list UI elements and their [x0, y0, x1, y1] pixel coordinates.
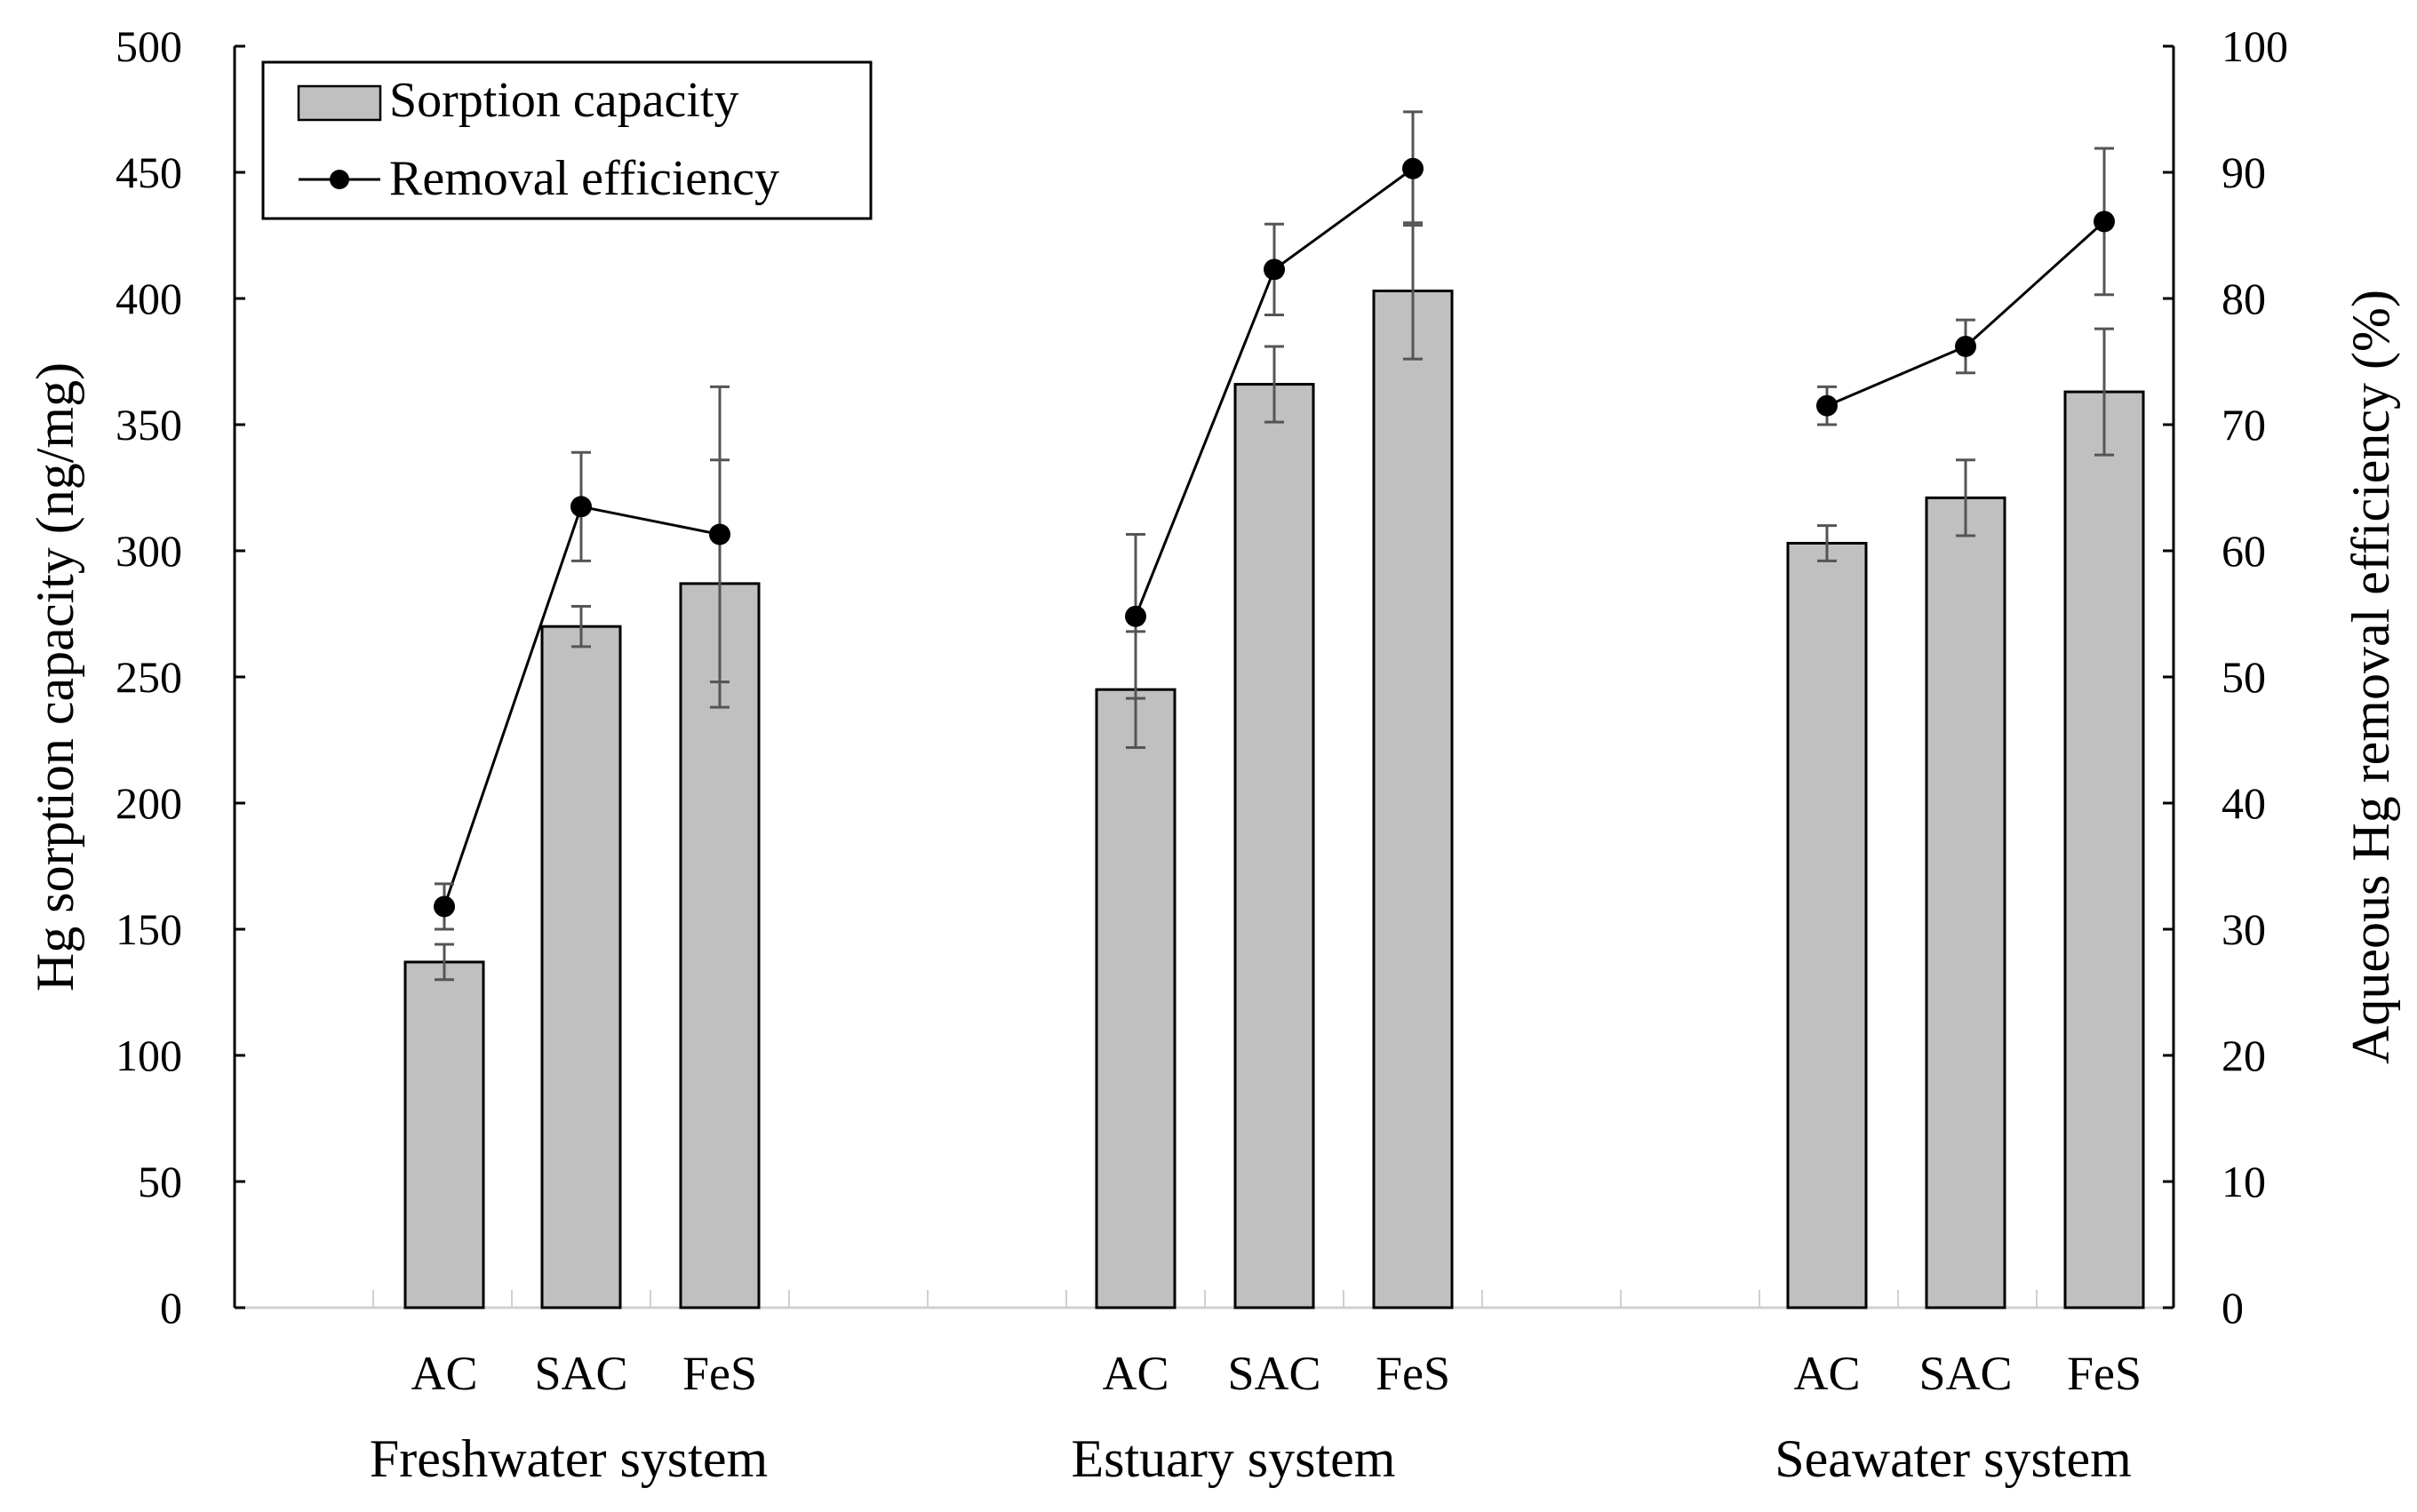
x-category-label: AC [1102, 1347, 1169, 1400]
x-group-label: Estuary system [1072, 1429, 1396, 1488]
bar [1095, 688, 1177, 1309]
x-category-label: SAC [1227, 1347, 1320, 1400]
legend-line-marker [330, 170, 349, 189]
efficiency-point [709, 523, 730, 545]
y-tick-label-right: 30 [2222, 904, 2266, 954]
y-tick-label-left: 350 [116, 400, 182, 450]
efficiency-point [1125, 605, 1146, 627]
y-tick-label-right: 80 [2222, 274, 2266, 323]
efficiency-point [1264, 259, 1285, 281]
text-layer: 0 50 100 150 200 250 300 350 400 450 500 0 10 20 30 40 5… [26, 21, 2400, 1488]
x-category-label: AC [411, 1347, 477, 1400]
y-tick-label-left: 400 [116, 274, 182, 323]
efficiency-point [570, 496, 592, 518]
x-category-label: FeS [2067, 1347, 2142, 1400]
y-tick-label-right: 90 [2222, 147, 2266, 197]
x-group-label: Seawater system [1775, 1429, 2132, 1488]
y-tick-label-right: 40 [2222, 778, 2266, 828]
line-layer [434, 110, 2115, 931]
bar [540, 625, 622, 1309]
efficiency-point [434, 895, 455, 918]
efficiency-point [1402, 157, 1424, 179]
x-group-label: Freshwater system [370, 1429, 768, 1488]
y-axis-title-right: Aqueous Hg removal efficiency (%) [2341, 290, 2400, 1064]
y-tick-label-right: 10 [2222, 1157, 2266, 1206]
y-tick-label-left: 100 [116, 1031, 182, 1080]
legend-label-sorption: Sorption capacity [389, 73, 738, 128]
y-tick-label-left: 500 [116, 21, 182, 71]
x-category-label: FeS [682, 1347, 757, 1400]
x-category-label: AC [1793, 1347, 1860, 1400]
bar [403, 960, 485, 1309]
y-tick-label-left: 250 [116, 652, 182, 702]
efficiency-point [1816, 394, 1838, 417]
y-axis-title-left: Hg sorption capacity (ng/mg) [26, 362, 84, 991]
y-tick-label-left: 150 [116, 904, 182, 954]
bar [1372, 289, 1454, 1309]
y-tick-label-left: 300 [116, 526, 182, 576]
y-tick-label-right: 70 [2222, 400, 2266, 450]
y-tick-label-right: 20 [2222, 1031, 2266, 1080]
bar [1925, 496, 2006, 1309]
y-tick-label-right: 100 [2222, 21, 2288, 71]
x-category-label: FeS [1376, 1347, 1450, 1400]
y-tick-label-left: 0 [160, 1283, 182, 1333]
x-category-label: SAC [534, 1347, 627, 1400]
efficiency-point [2094, 211, 2115, 233]
y-tick-label-right: 0 [2222, 1283, 2244, 1333]
y-tick-label-right: 60 [2222, 526, 2266, 576]
efficiency-point [1955, 335, 1976, 357]
y-tick-label-left: 50 [138, 1157, 182, 1206]
bar-layer [403, 221, 2145, 1309]
axes-layer [233, 44, 2175, 1309]
y-tick-label-left: 450 [116, 147, 182, 197]
x-category-label: SAC [1918, 1347, 2012, 1400]
y-tick-label-left: 200 [116, 778, 182, 828]
efficiency-line [1826, 220, 2106, 408]
bar [2063, 390, 2145, 1309]
bar [1233, 383, 1315, 1309]
legend: Sorption capacity Removal efficiency [261, 60, 873, 220]
y-tick-label-right: 50 [2222, 652, 2266, 702]
legend-bar-swatch [297, 84, 382, 122]
legend-label-removal: Removal efficiency [389, 151, 779, 206]
bar [1786, 541, 1868, 1309]
